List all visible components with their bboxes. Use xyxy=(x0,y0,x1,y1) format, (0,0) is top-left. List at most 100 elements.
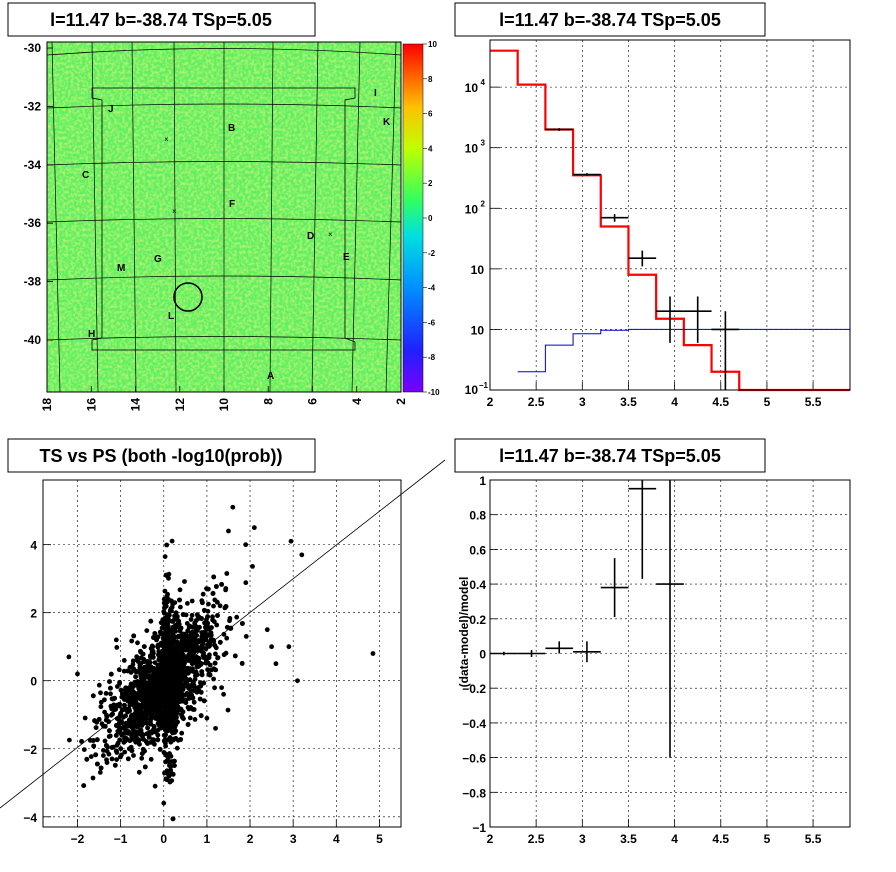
ratio-y-tick-label: 0.6 xyxy=(469,543,486,557)
spectrum-x-tick-label: 3.5 xyxy=(620,395,637,409)
scatter-point xyxy=(118,746,124,752)
scatter-point xyxy=(123,713,128,719)
ratio-y-tick-label: 0.2 xyxy=(469,613,486,627)
scatter-point xyxy=(194,628,200,633)
scatter-point xyxy=(164,678,170,683)
map-marker: × xyxy=(328,230,333,239)
map-x-tick-label: 14 xyxy=(129,398,143,412)
scatter-point xyxy=(156,663,162,669)
scatter-point xyxy=(153,704,159,710)
scatter-point xyxy=(169,715,175,721)
scatter-point xyxy=(209,625,214,630)
scatter-point xyxy=(192,717,198,722)
scatter-point xyxy=(130,662,136,667)
spectrum-y-tick-label: 10 xyxy=(465,81,479,95)
scatter-point xyxy=(187,715,193,721)
scatter-point xyxy=(125,756,131,762)
scatter-point xyxy=(79,739,84,744)
scatter-point xyxy=(133,674,139,680)
map-x-tick-label: 10 xyxy=(217,398,231,412)
map-label-M: M xyxy=(117,263,125,274)
ratio-y-tick-label: −0.8 xyxy=(462,786,486,800)
scatter-point xyxy=(144,628,150,633)
scatter-point xyxy=(126,717,132,723)
scatter-point xyxy=(108,671,114,677)
map-x-tick-label: 12 xyxy=(173,398,187,412)
scatter-point xyxy=(174,663,180,669)
scatter-y-tick-label: 2 xyxy=(30,607,37,621)
scatter-point xyxy=(164,666,170,672)
scatter-y-tick-label: 4 xyxy=(30,539,37,553)
scatter-point xyxy=(175,693,180,699)
colorbar-tick-label: -4 xyxy=(428,284,436,293)
scatter-point xyxy=(177,587,183,593)
map-title-box: l=11.47 b=-38.74 TSp=5.05 xyxy=(7,2,316,37)
scatter-point xyxy=(223,586,229,591)
scatter-point xyxy=(177,698,183,704)
colorbar-tick-label: 2 xyxy=(428,179,433,188)
scatter-point xyxy=(273,661,279,667)
spectrum-x-tick-label: 4.5 xyxy=(712,395,729,409)
scatter-point xyxy=(90,693,96,699)
scatter-point xyxy=(129,638,135,644)
scatter-point xyxy=(148,618,154,624)
spectrum-y-tick-label: 10 xyxy=(465,142,479,156)
scatter-point xyxy=(200,591,206,597)
scatter-x-ticks: −2 −1 0 1 2 3 4 5 xyxy=(71,819,383,846)
scatter-point xyxy=(166,773,172,779)
scatter-point xyxy=(117,679,122,685)
scatter-point xyxy=(177,658,183,664)
scatter-point xyxy=(186,638,191,644)
scatter-point xyxy=(157,652,163,658)
scatter-point xyxy=(136,683,142,689)
scatter-point xyxy=(173,610,179,616)
scatter-point xyxy=(221,631,227,637)
scatter-point xyxy=(184,633,190,639)
scatter-point xyxy=(160,703,166,709)
scatter-point xyxy=(213,651,218,657)
scatter-point xyxy=(166,683,171,689)
map-label-K: K xyxy=(383,117,391,128)
scatter-point xyxy=(190,629,195,635)
scatter-point xyxy=(199,616,204,621)
scatter-point xyxy=(179,666,185,671)
scatter-point xyxy=(155,732,161,738)
scatter-point xyxy=(156,657,162,663)
scatter-point xyxy=(144,690,150,695)
scatter-point xyxy=(162,604,168,610)
map-label-E: E xyxy=(343,252,350,263)
scatter-point xyxy=(219,685,225,690)
ratio-x-tick-label: 5.5 xyxy=(805,832,822,846)
scatter-point xyxy=(226,528,231,534)
ratio-y-tick-label: −0.4 xyxy=(462,717,486,731)
scatter-point xyxy=(177,597,182,603)
colorbar-tick-label: -6 xyxy=(428,318,436,327)
scatter-point xyxy=(169,646,175,652)
scatter-point xyxy=(243,542,249,548)
scatter-point xyxy=(189,598,195,604)
scatter-point xyxy=(135,640,140,646)
map-label-L: L xyxy=(168,311,174,322)
scatter-point xyxy=(160,643,166,649)
scatter-point xyxy=(139,696,144,702)
map-label-F: F xyxy=(229,199,235,210)
scatter-point xyxy=(206,640,212,646)
scatter-point xyxy=(164,594,170,599)
scatter-point xyxy=(142,712,148,717)
scatter-point xyxy=(129,686,135,691)
source-circle xyxy=(173,282,203,312)
ratio-x-tick-label: 4.5 xyxy=(712,832,729,846)
scatter-point xyxy=(195,613,201,619)
scatter-point xyxy=(165,659,171,665)
scatter-point xyxy=(172,763,177,768)
scatter-point xyxy=(201,680,207,686)
scatter-point xyxy=(66,654,72,660)
scatter-point xyxy=(251,525,257,531)
scatter-point xyxy=(195,645,201,651)
scatter-point xyxy=(88,754,94,759)
scatter-point xyxy=(230,504,236,510)
map-label-H: H xyxy=(88,329,95,340)
scatter-point xyxy=(92,718,97,724)
scatter-point xyxy=(211,603,216,609)
map-label-G: G xyxy=(154,254,162,265)
